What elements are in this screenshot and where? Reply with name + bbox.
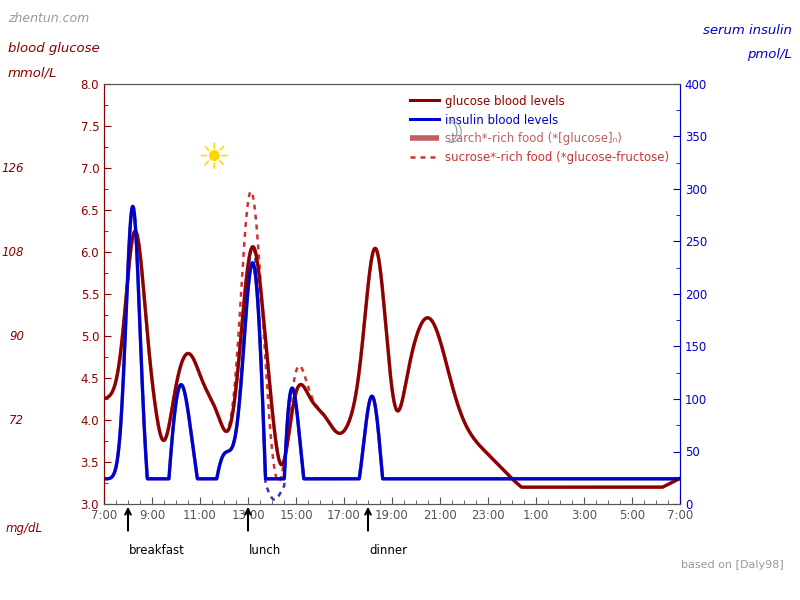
Text: breakfast: breakfast bbox=[129, 544, 185, 557]
Text: lunch: lunch bbox=[250, 544, 282, 557]
Text: zhentun.com: zhentun.com bbox=[8, 12, 90, 25]
Text: mg/dL: mg/dL bbox=[6, 522, 42, 535]
Text: serum insulin: serum insulin bbox=[703, 24, 792, 37]
Text: mmol/L: mmol/L bbox=[8, 66, 58, 79]
Text: ☽: ☽ bbox=[436, 120, 463, 149]
Legend: glucose blood levels, insulin blood levels, starch*-rich food (*[glucose]ₙ), suc: glucose blood levels, insulin blood leve… bbox=[405, 90, 674, 169]
Text: ☀: ☀ bbox=[198, 143, 230, 176]
Text: pmol/L: pmol/L bbox=[747, 48, 792, 61]
Text: 108: 108 bbox=[2, 245, 24, 259]
Text: 126: 126 bbox=[2, 161, 24, 175]
Text: 72: 72 bbox=[9, 413, 24, 427]
Text: based on [Daly98]: based on [Daly98] bbox=[682, 560, 784, 570]
Text: dinner: dinner bbox=[370, 544, 407, 557]
Text: blood glucose: blood glucose bbox=[8, 42, 100, 55]
Text: 90: 90 bbox=[9, 329, 24, 343]
